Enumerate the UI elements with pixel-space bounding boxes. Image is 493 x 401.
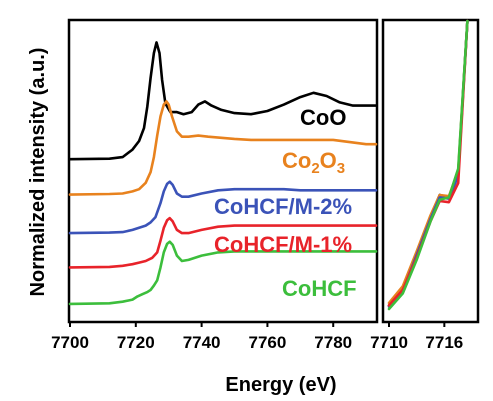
zoom-plot-frame: [381, 18, 480, 324]
label-cohcf: CoHCF: [282, 276, 357, 301]
zoom-series-line-2: [387, 19, 469, 308]
main-tick-label-2: 7740: [183, 333, 221, 352]
zoom-series-group: [387, 19, 469, 311]
main-series-line-0: [68, 41, 378, 161]
zoom-series-line-3: [387, 19, 469, 307]
label-coo: CoO: [300, 105, 346, 130]
zoom-tick-label-1: 7716: [425, 333, 463, 352]
main-series-line-3: [68, 216, 378, 269]
x-axis-title: Energy (eV): [225, 374, 336, 396]
zoom-series-line-1: [387, 19, 469, 305]
main-series-group: [68, 41, 378, 306]
main-tick-label-1: 7720: [117, 333, 155, 352]
main-series-line-1: [68, 100, 378, 196]
label-cohcf-m1: CoHCF/M-1%: [214, 232, 352, 257]
zoom-series-line-0: [387, 19, 469, 307]
zoom-x-ticks: 7710 7716: [370, 321, 463, 352]
label-cohcf-m2: CoHCF/M-2%: [214, 194, 352, 219]
main-plot-frame: [67, 18, 379, 324]
y-axis-title: Normalized intensity (a.u.): [27, 48, 49, 297]
main-tick-label-3: 7760: [249, 333, 287, 352]
main-tick-label-4: 7780: [314, 333, 352, 352]
main-series-line-2: [68, 180, 378, 235]
main-tick-label-0: 7700: [51, 333, 89, 352]
label-co2o3: Co2O3: [282, 148, 345, 177]
zoom-series-line-4: [387, 19, 469, 311]
zoom-tick-label-0: 7710: [370, 333, 408, 352]
main-series-line-4: [68, 240, 378, 306]
main-x-ticks: 7700 7720 7740 7760 7780: [51, 321, 352, 352]
